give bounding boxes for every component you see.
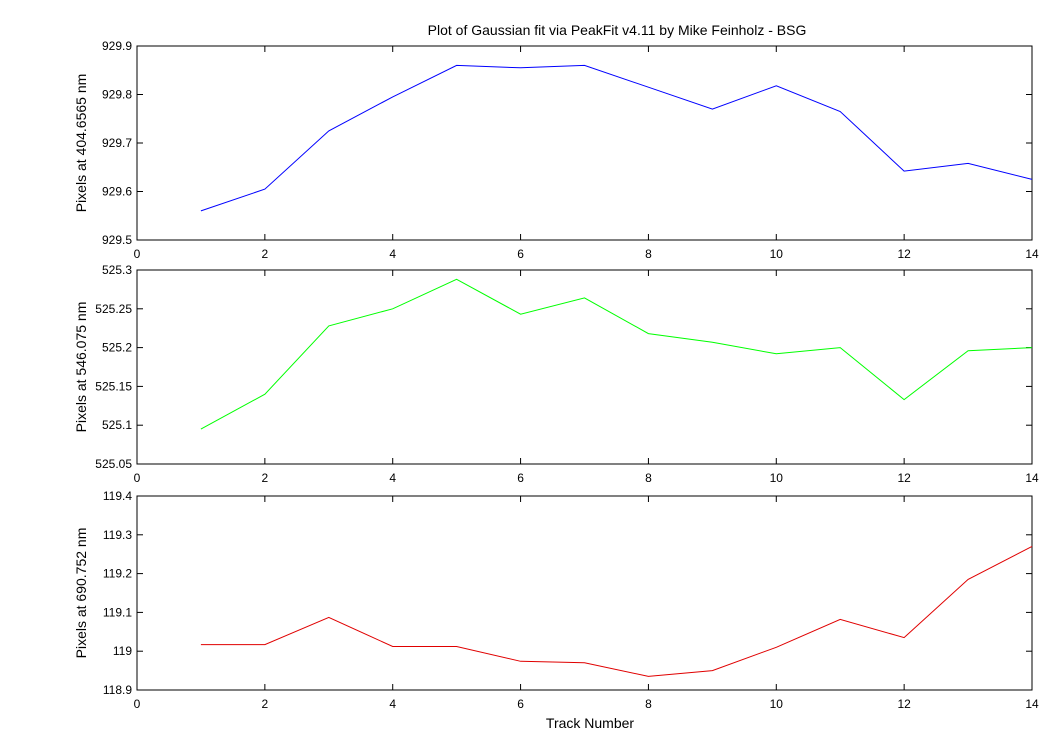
x-tick-label: 12 [897, 471, 911, 485]
x-tick-label: 8 [645, 697, 652, 711]
series-line [200, 278, 1033, 430]
plot-area [136, 45, 1033, 241]
y-tick-label: 525.15 [95, 379, 132, 393]
y-tick-label: 929.6 [102, 185, 132, 199]
subplots: 0 2 4 6 8 10 12 14 929.5 929.6 929.7 929.8 929.9 Pixe… [73, 39, 1039, 711]
x-axis-label: Track Number [546, 715, 635, 731]
x-tick-label: 10 [770, 697, 784, 711]
y-tick-label: 119.2 [103, 567, 132, 581]
y-axis-label: Pixels at 690.752 nm [73, 528, 89, 659]
y-axis-label: Pixels at 404.6565 nm [73, 74, 89, 213]
x-tick-label: 6 [517, 697, 524, 711]
y-tick-label: 929.5 [102, 233, 132, 247]
y-tick-label: 929.9 [102, 39, 132, 53]
x-tick-label: 14 [1025, 247, 1039, 261]
series-line [200, 545, 1033, 677]
y-tick-label: 525.1 [102, 418, 132, 432]
y-tick-label: 525.25 [95, 302, 132, 316]
chart-title: Plot of Gaussian fit via PeakFit v4.11 b… [428, 22, 807, 38]
x-tick-label: 12 [897, 247, 911, 261]
x-tick-label: 14 [1025, 697, 1039, 711]
x-tick-label: 0 [134, 697, 141, 711]
plot-area [136, 495, 1033, 691]
y-tick-label: 119.1 [103, 605, 132, 619]
x-tick-label: 10 [770, 471, 784, 485]
y-tick-label: 119.4 [103, 489, 132, 503]
x-tick-label: 6 [517, 247, 524, 261]
x-tick-label: 0 [134, 471, 141, 485]
x-tick-label: 6 [517, 471, 524, 485]
x-tick-label: 2 [262, 471, 269, 485]
y-tick-label: 929.8 [102, 88, 132, 102]
x-tick-label: 14 [1025, 471, 1039, 485]
x-tick-label: 8 [645, 471, 652, 485]
x-tick-label: 0 [134, 247, 141, 261]
x-tick-label: 2 [262, 247, 269, 261]
subplot-middle: 0 2 4 6 8 10 12 14 525.05 525.1 525.15 525.2 525.25 5… [73, 263, 1039, 485]
series-line [200, 64, 1033, 212]
y-axis-label: Pixels at 546.075 nm [73, 302, 89, 433]
x-tick-label: 4 [389, 697, 396, 711]
y-tick-label: 119.3 [103, 528, 132, 542]
x-tick-label: 4 [389, 471, 396, 485]
y-tick-label: 525.05 [95, 457, 132, 471]
x-tick-label: 4 [389, 247, 396, 261]
y-tick-label: 118.9 [103, 683, 132, 697]
x-tick-label: 8 [645, 247, 652, 261]
plot-area [136, 269, 1033, 465]
subplot-top: 0 2 4 6 8 10 12 14 929.5 929.6 929.7 929.8 929.9 Pixe… [73, 39, 1039, 261]
x-tick-label: 2 [262, 697, 269, 711]
x-tick-label: 10 [770, 247, 784, 261]
y-tick-label: 525.2 [102, 341, 132, 355]
x-tick-label: 12 [897, 697, 911, 711]
y-tick-label: 119 [113, 644, 132, 658]
y-tick-label: 525.3 [102, 263, 132, 277]
subplot-bottom: 0 2 4 6 8 10 12 14 118.9 119 119.1 119.2 119.3 119.4 P… [73, 489, 1039, 711]
y-tick-label: 929.7 [102, 136, 132, 150]
